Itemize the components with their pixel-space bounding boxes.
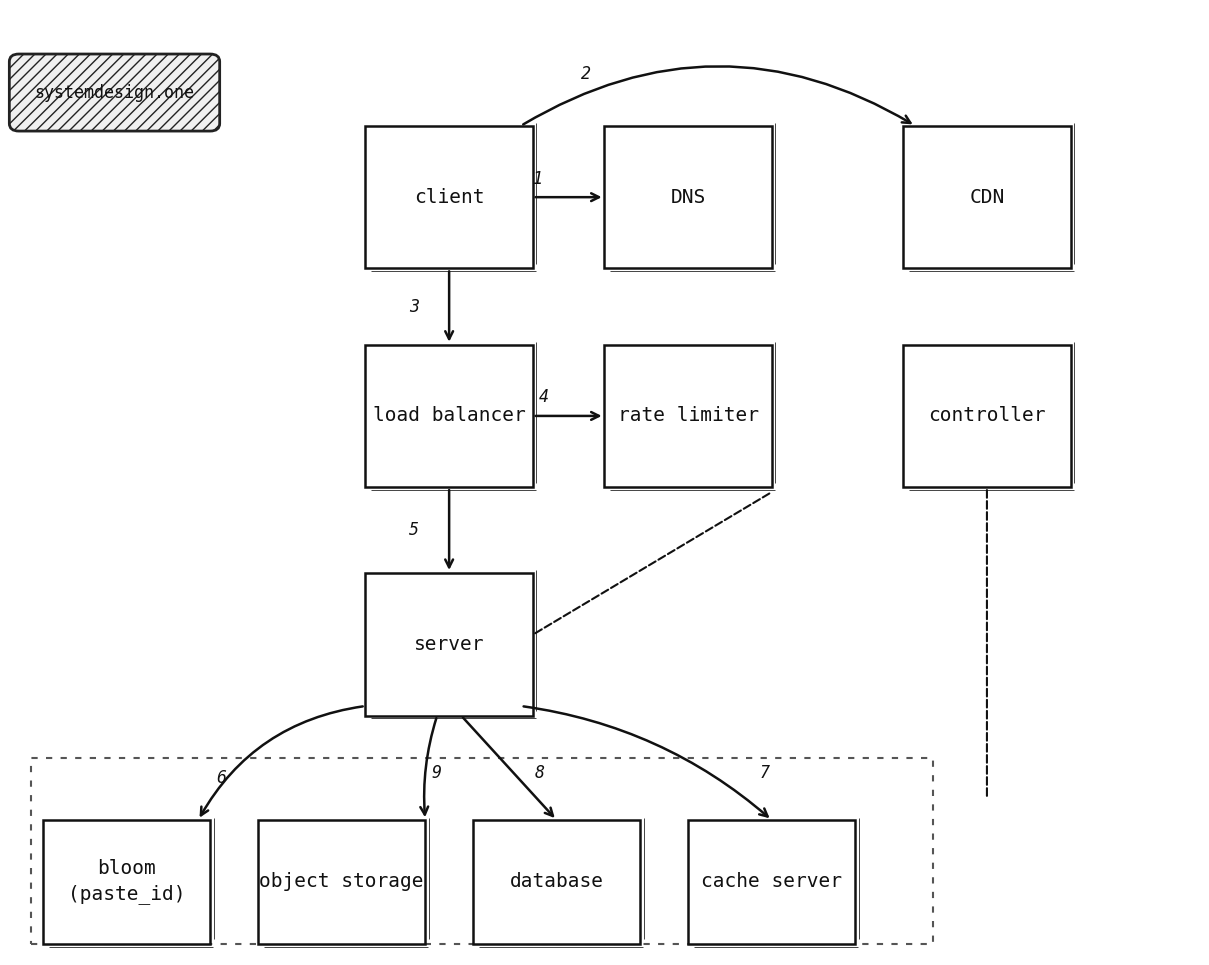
Bar	[365, 125, 533, 268]
Text: client: client	[413, 187, 485, 207]
Bar	[365, 573, 533, 715]
Text: 4: 4	[539, 388, 549, 406]
Text: 9: 9	[432, 764, 441, 782]
Bar	[604, 125, 771, 268]
Bar	[42, 820, 210, 944]
Bar	[688, 820, 856, 944]
Bar	[258, 820, 426, 944]
Bar	[365, 345, 533, 487]
Text: CDN: CDN	[970, 187, 1005, 207]
Text: 2: 2	[580, 65, 591, 83]
Text: 3: 3	[410, 297, 420, 316]
Text: 1: 1	[533, 170, 543, 187]
Text: object storage: object storage	[259, 872, 424, 892]
Text: rate limiter: rate limiter	[618, 406, 759, 426]
Text: 7: 7	[760, 764, 770, 782]
Bar	[604, 345, 771, 487]
Text: database: database	[510, 872, 603, 892]
Bar	[903, 125, 1071, 268]
Bar	[903, 345, 1071, 487]
Text: bloom
(paste_id): bloom (paste_id)	[68, 860, 185, 904]
Text: 5: 5	[410, 521, 420, 539]
Text: cache server: cache server	[701, 872, 843, 892]
Text: server: server	[413, 635, 485, 653]
FancyBboxPatch shape	[10, 54, 220, 131]
Text: 8: 8	[534, 764, 545, 782]
Text: load balancer: load balancer	[372, 406, 526, 426]
Bar	[473, 820, 641, 944]
Text: systemdesign.one: systemdesign.one	[35, 84, 195, 101]
Text: DNS: DNS	[671, 187, 706, 207]
Text: controller: controller	[929, 406, 1046, 426]
Text: 6: 6	[216, 769, 226, 786]
Bar	[31, 758, 933, 944]
